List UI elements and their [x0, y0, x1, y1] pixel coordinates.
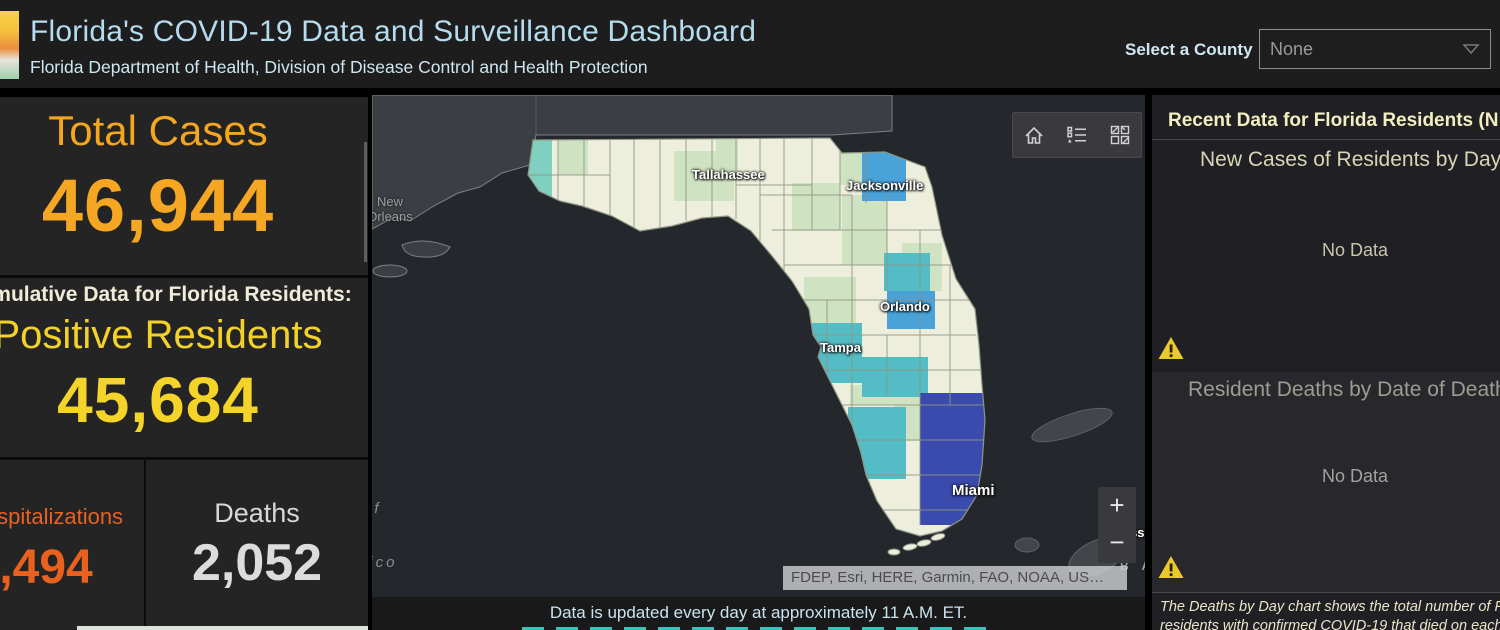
deaths-chart-title: Resident Deaths by Date of Death	[1188, 378, 1500, 401]
hospitalizations-label: Hospitalizations	[0, 504, 124, 529]
deaths-note-line2: residents with confirmed COVID-19 that d…	[1160, 618, 1500, 630]
city-label-text: New	[376, 194, 403, 209]
deaths-value: 2,052	[191, 534, 323, 592]
app-header: Florida's COVID-19 Data and Surveillance…	[0, 0, 1500, 88]
city-label-orlando: Orlando	[880, 299, 930, 314]
map-toolbar	[1012, 112, 1142, 158]
deaths-cell: Deaths 2,052	[144, 460, 368, 630]
left-panel-scrollbar[interactable]	[364, 142, 367, 262]
app-logo	[0, 11, 19, 79]
city-label-tampa: Tampa	[820, 340, 861, 355]
gulf-of-mexico-label: Gulf of Mexico	[372, 495, 398, 576]
positive-residents-value: 45,684	[57, 364, 259, 436]
divider	[0, 275, 368, 278]
chevron-down-icon	[1462, 44, 1480, 55]
deaths-note: The Deaths by Day chart shows the total …	[1152, 592, 1500, 630]
zoom-control: + −	[1098, 487, 1136, 563]
deaths-note-line1: The Deaths by Day chart shows the total …	[1160, 599, 1500, 615]
hospitalizations-cell: Hospitalizations ,494	[0, 460, 144, 630]
new-cases-no-data: No Data	[1322, 240, 1389, 260]
home-icon	[1025, 126, 1043, 144]
page-title: Florida's COVID-19 Data and Surveillance…	[30, 15, 757, 48]
positive-residents-label: Positive Residents	[0, 313, 323, 357]
cumulative-stats-panel: Total Cases 46,944 Cumulative Data for F…	[0, 97, 368, 630]
total-cases-value: 46,944	[41, 164, 275, 247]
legend-icon	[1067, 126, 1086, 143]
new-cases-chart-title: New Cases of Residents by Day	[1200, 148, 1500, 171]
map-attribution: FDEP, Esri, HERE, Garmin, FAO, NOAA, US…	[783, 566, 1127, 590]
zoom-in-button[interactable]: +	[1109, 490, 1125, 520]
recent-data-header: Recent Data for Florida Residents (N	[1168, 110, 1499, 131]
county-select-value: None	[1270, 38, 1314, 59]
zoom-out-button[interactable]: −	[1109, 527, 1125, 557]
gulf-label-line: Mexico	[372, 554, 398, 571]
map-footer: Data is updated every day at approximate…	[372, 597, 1145, 630]
city-label-text: Orleans	[372, 209, 413, 224]
city-label-tallahassee: Tallahassee	[692, 167, 765, 182]
divider	[1152, 139, 1500, 140]
cumulative-data-header: Cumulative Data for Florida Residents:	[0, 283, 352, 306]
city-label-miami: Miami	[952, 482, 995, 499]
divider	[0, 457, 368, 460]
stats-cells-row: Hospitalizations ,494 Deaths 2,052	[0, 460, 368, 630]
florida-choropleth-map[interactable]: New Orleans Tallahassee Jacksonville Orl…	[372, 95, 1145, 597]
deaths-chart-area	[1152, 372, 1500, 592]
deaths-label: Deaths	[214, 498, 300, 528]
basemap-icon	[1110, 125, 1129, 145]
warning-icon[interactable]	[1157, 335, 1185, 361]
county-select-label: Select a County	[1125, 40, 1253, 59]
home-button[interactable]	[1017, 118, 1051, 152]
county-select[interactable]: None	[1259, 29, 1491, 69]
clipped-link-text[interactable]	[522, 627, 992, 630]
legend-button[interactable]	[1060, 118, 1094, 152]
hospitalizations-value: ,494	[0, 541, 93, 594]
basemap-button[interactable]	[1103, 118, 1137, 152]
recent-data-panel: Recent Data for Florida Residents (N New…	[1152, 95, 1500, 630]
warning-icon[interactable]	[1157, 554, 1185, 580]
deaths-no-data: No Data	[1322, 466, 1389, 486]
total-cases-label: Total Cases	[48, 107, 268, 154]
gulf-label-line: of	[372, 522, 398, 549]
city-label-new-orleans: New Orleans	[372, 194, 422, 224]
map-canvas	[372, 95, 1145, 597]
update-schedule-note: Data is updated every day at approximate…	[549, 603, 968, 622]
city-label-jacksonville: Jacksonville	[846, 178, 924, 193]
gulf-label-line: Gulf	[372, 500, 382, 517]
next-panel-edge	[77, 626, 368, 630]
page-subtitle: Florida Department of Health, Division o…	[30, 57, 648, 77]
